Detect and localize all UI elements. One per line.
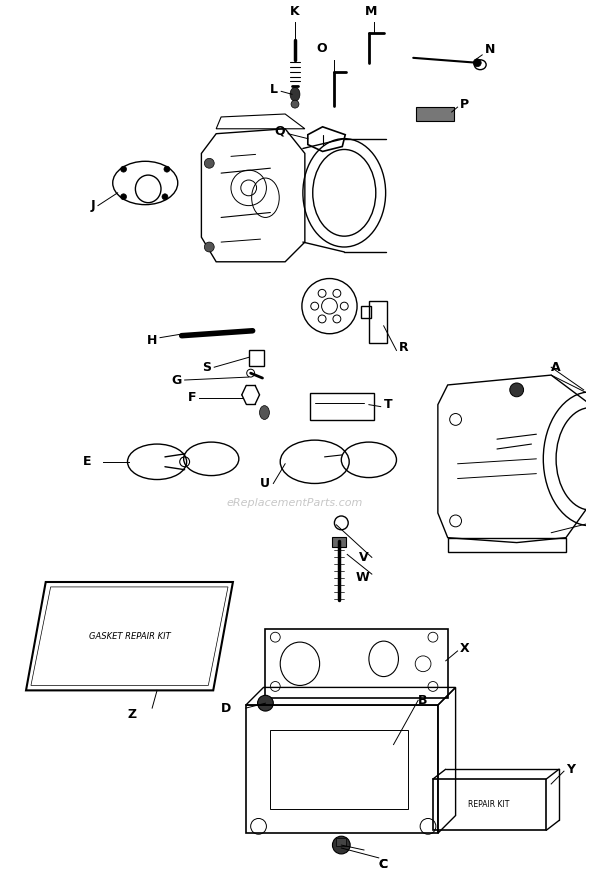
- Text: O: O: [316, 42, 327, 55]
- Text: GASKET REPAIR KIT: GASKET REPAIR KIT: [88, 631, 171, 641]
- Bar: [336, 838, 346, 846]
- Text: X: X: [460, 643, 469, 656]
- Bar: [246, 705, 438, 834]
- Text: Q: Q: [274, 124, 285, 137]
- Text: W: W: [355, 570, 369, 583]
- Text: C: C: [379, 858, 388, 871]
- Bar: [266, 630, 448, 698]
- Bar: [332, 536, 346, 547]
- Bar: [310, 392, 374, 420]
- Text: G: G: [172, 373, 182, 386]
- Ellipse shape: [164, 167, 170, 172]
- Text: V: V: [359, 551, 369, 564]
- Text: eReplacementParts.com: eReplacementParts.com: [227, 498, 363, 508]
- Bar: [416, 107, 454, 121]
- Text: D: D: [221, 702, 231, 715]
- Text: C: C: [379, 858, 388, 871]
- Text: J: J: [90, 199, 95, 212]
- Text: A: A: [551, 361, 560, 374]
- Text: U: U: [260, 477, 270, 490]
- Ellipse shape: [120, 194, 126, 200]
- Ellipse shape: [473, 58, 481, 66]
- Text: Y: Y: [566, 763, 575, 776]
- Text: L: L: [270, 83, 278, 96]
- Bar: [433, 779, 546, 830]
- Text: M: M: [365, 5, 377, 18]
- Text: E: E: [83, 455, 91, 468]
- Ellipse shape: [162, 194, 168, 200]
- Text: K: K: [290, 5, 300, 18]
- Ellipse shape: [510, 383, 523, 397]
- Text: Z: Z: [127, 708, 137, 721]
- Bar: [448, 538, 566, 553]
- Text: H: H: [147, 334, 157, 347]
- Bar: [369, 301, 386, 343]
- Bar: [270, 730, 408, 808]
- Bar: [361, 306, 371, 318]
- Ellipse shape: [258, 695, 273, 711]
- Ellipse shape: [332, 836, 350, 854]
- Ellipse shape: [290, 87, 300, 101]
- Text: REPAIR KIT: REPAIR KIT: [468, 800, 510, 809]
- Ellipse shape: [204, 159, 214, 168]
- Ellipse shape: [204, 242, 214, 252]
- Text: N: N: [485, 44, 496, 57]
- Text: S: S: [202, 361, 211, 374]
- Ellipse shape: [120, 167, 126, 172]
- Text: R: R: [398, 341, 408, 354]
- Ellipse shape: [291, 100, 299, 108]
- Ellipse shape: [260, 405, 270, 419]
- Text: P: P: [460, 98, 468, 111]
- Text: B: B: [418, 694, 428, 706]
- Text: T: T: [384, 399, 392, 412]
- Text: F: F: [188, 392, 196, 405]
- Bar: [249, 351, 264, 366]
